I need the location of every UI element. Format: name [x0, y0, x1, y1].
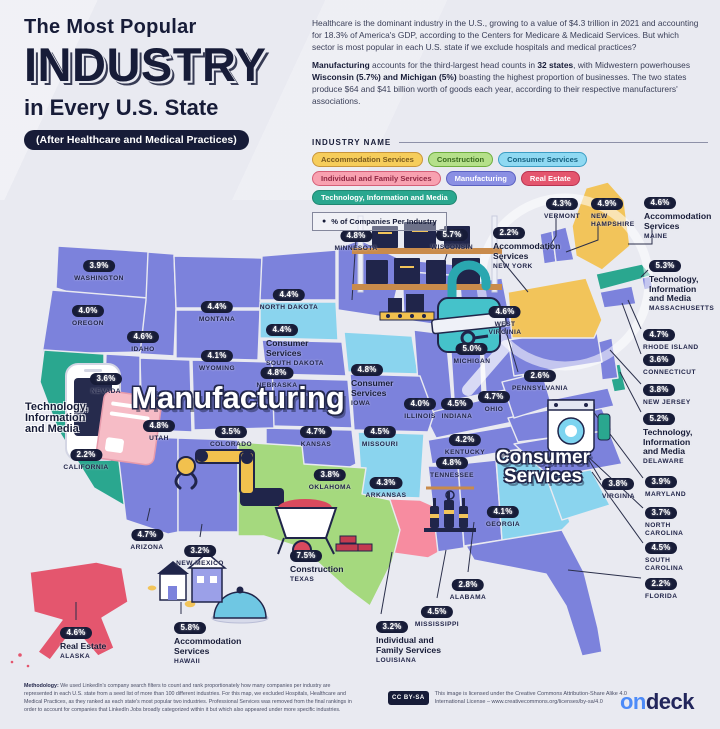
header-title-block: The Most Popular INDUSTRY in Every U.S. …: [24, 16, 304, 150]
state-shape-kansas: [267, 377, 353, 429]
legend-pill-individual-and-family-services: Individual and Family Services: [312, 171, 441, 186]
bottles-illustration: [424, 486, 476, 532]
state-shape-north-dakota: [259, 249, 337, 301]
legend-title: INDUSTRY NAME: [312, 138, 392, 147]
dot-icon: ●: [322, 218, 327, 225]
phone-illustration: [65, 363, 163, 466]
legend-pill-consumer-services: Consumer Services: [498, 152, 588, 167]
padlock-illustration: [431, 260, 507, 353]
state-shape-south-dakota: [259, 301, 339, 341]
state-shape-oregon: [41, 289, 149, 355]
wheelbarrow-illustration: [274, 499, 373, 560]
intro-paragraph-1: Healthcare is the dominant industry in t…: [312, 18, 699, 52]
legend-note-box: ● % of Companies Per Industry: [312, 212, 447, 231]
page-title: INDUSTRY: [24, 38, 267, 91]
legend-note-text: % of Companies Per Industry: [331, 217, 437, 226]
title-line-1: The Most Popular: [24, 16, 197, 38]
cc-license-icon: CC BY-SA: [388, 691, 429, 705]
state-shape-nebraska: [261, 339, 347, 377]
houses-illustration: [157, 552, 228, 603]
legend-pill-manufacturing: Manufacturing: [445, 171, 516, 186]
cloche-illustration: [211, 586, 269, 624]
title-line-2: in Every U.S. State: [24, 94, 219, 120]
legend-pill-technology-information-and-media: Technology, Information and Media: [312, 190, 457, 205]
state-shape-montana: [173, 255, 263, 309]
state-shape-wyoming: [175, 309, 261, 361]
state-shape-florida: [465, 529, 603, 657]
legend-pill-accommodation-services: Accommodation Services: [312, 152, 423, 167]
ondeck-logo: ondeck: [619, 689, 695, 715]
intro-text-block: Healthcare is the dominant industry in t…: [312, 18, 702, 114]
license-text: This image is licensed under the Creativ…: [434, 691, 627, 706]
legend-pill-construction: Construction: [427, 152, 494, 167]
state-shape-colorado: [191, 359, 275, 431]
conveyor-illustration: [379, 294, 435, 321]
state-shape-missouri: [349, 373, 435, 433]
alaska-island-dot: [9, 659, 15, 665]
washing-machine-illustration: [547, 399, 611, 453]
ondeck-logo-deck: deck: [645, 689, 695, 714]
state-shape-iowa: [343, 331, 419, 375]
alaska-island-dot: [25, 663, 31, 669]
intro-paragraph-2: Manufacturing accounts for the third-lar…: [312, 60, 691, 106]
state-shape-arkansas: [357, 431, 425, 499]
hawaii-island: [146, 584, 158, 592]
legend-pill-real-estate: Real Estate: [520, 171, 580, 186]
legend-divider: [399, 142, 708, 143]
legend: INDUSTRY NAME Accommodation Services Cons…: [312, 138, 708, 231]
methodology-text: Methodology: We used LinkedIn's company …: [24, 683, 352, 714]
state-shape-new-hampshire: [551, 226, 575, 263]
state-shape-connecticut: [599, 285, 637, 309]
alaska-island-dot: [16, 651, 24, 659]
legend-items: Accommodation Services Construction Consum…: [312, 152, 692, 205]
ondeck-logo-on: on: [619, 689, 646, 714]
state-shape-new-york: [507, 277, 603, 339]
subtitle-pill: (After Healthcare and Medical Practices): [24, 129, 249, 150]
license-block: CC BY-SA This image is licensed under th…: [388, 691, 628, 707]
robot-arm-illustration: [174, 449, 284, 506]
state-shape-alaska: [29, 561, 129, 661]
state-shape-idaho: [139, 251, 177, 357]
